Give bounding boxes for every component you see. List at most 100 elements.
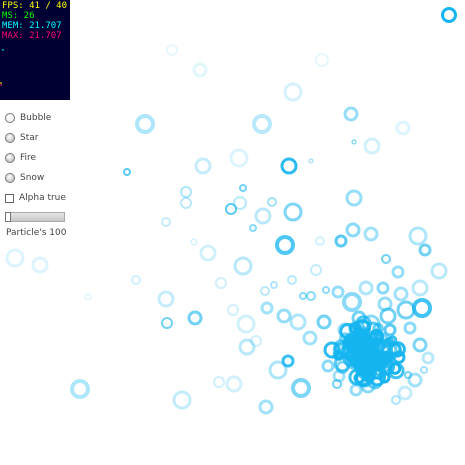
bubble-particle — [421, 351, 435, 365]
bubble-particle — [70, 379, 90, 399]
bubble-particle — [5, 248, 25, 268]
bubble-particle — [166, 44, 178, 56]
bubble-particle — [157, 290, 175, 308]
bubble-particle — [335, 360, 350, 374]
bubble-particle — [411, 279, 429, 297]
bubble-particle — [420, 366, 428, 374]
radio-fire[interactable]: Fire — [5, 148, 85, 168]
bubble-particle — [308, 158, 314, 164]
bubble-particle — [412, 298, 432, 318]
bubble-particle — [377, 355, 391, 369]
bubble-particle — [123, 168, 131, 176]
bubble-particle — [215, 277, 227, 289]
bubble-particle — [252, 114, 272, 134]
bubble-particle — [260, 286, 270, 296]
bubble-particle — [349, 383, 363, 397]
bubble-particle — [404, 371, 412, 379]
bubble-particle — [268, 360, 288, 380]
bubble-particle — [299, 292, 307, 300]
bubble-particle — [387, 362, 405, 380]
stats-graph — [0, 49, 4, 86]
bubble-particle — [172, 390, 192, 410]
bubble-particle — [267, 197, 277, 207]
radio-label: Star — [20, 133, 39, 143]
bubble-particle — [280, 157, 298, 175]
bubble-particle — [408, 226, 428, 246]
bubble-particle — [383, 323, 397, 337]
bubble-particle — [192, 62, 208, 78]
bubble-particle — [190, 238, 198, 246]
bubble-particle — [287, 275, 297, 285]
bubble-particle — [396, 300, 416, 320]
bubble-particle — [289, 313, 307, 331]
bubble-particle — [260, 301, 274, 315]
slider-handle[interactable] — [5, 212, 11, 222]
bubble-particle — [249, 224, 257, 232]
bubble-particle — [358, 280, 374, 296]
bubble-particle — [194, 157, 212, 175]
radio-label: Fire — [20, 153, 37, 163]
bubble-particle — [236, 314, 256, 334]
bubble-particle — [363, 137, 381, 155]
radio-bubble[interactable]: Bubble — [5, 108, 85, 128]
bubble-particle — [366, 372, 384, 390]
checkbox-icon[interactable] — [5, 193, 14, 203]
bubble-particle — [306, 291, 316, 301]
bubble-particle — [199, 244, 217, 262]
bubble-particle — [322, 286, 330, 294]
max-readout: MAX: 21.707 — [2, 31, 62, 41]
radio-button-icon[interactable] — [5, 113, 15, 123]
bubble-particle — [258, 399, 274, 415]
bubble-particle — [310, 264, 322, 276]
alpha-label: Alpha true — [19, 193, 66, 203]
bubble-particle — [343, 106, 359, 122]
particle-count-slider[interactable] — [5, 212, 65, 222]
radio-snow[interactable]: Snow — [5, 168, 85, 188]
bubble-particle — [291, 378, 311, 398]
alpha-checkbox[interactable]: Alpha true — [5, 188, 85, 208]
bubble-particle — [225, 375, 243, 393]
bubble-particle — [334, 234, 348, 248]
bubble-particle — [351, 139, 357, 145]
bubble-particle — [381, 254, 391, 264]
effect-controls: Bubble Star Fire Snow Alpha true Particl… — [5, 108, 85, 238]
radio-label: Bubble — [20, 113, 52, 123]
bubble-particle — [233, 256, 253, 276]
bubble-particle — [321, 359, 335, 373]
bubble-particle — [354, 360, 370, 376]
radio-button-icon[interactable] — [5, 153, 15, 163]
bubble-particle — [345, 222, 361, 238]
bubble-particle — [161, 217, 171, 227]
bubble-particle — [315, 236, 325, 246]
bubble-particle — [391, 395, 401, 405]
bubble-particle — [379, 307, 397, 325]
bubble-particle — [363, 226, 379, 242]
radio-star[interactable]: Star — [5, 128, 85, 148]
bubble-particle — [316, 314, 332, 330]
bubble-particle — [270, 281, 278, 289]
radio-button-icon[interactable] — [5, 133, 15, 143]
bubble-particle — [412, 337, 428, 353]
bubble-particle — [187, 310, 203, 326]
bubble-particle — [180, 197, 192, 209]
bubble-particle — [213, 376, 225, 388]
bubble-particle — [31, 256, 49, 274]
bubble-particle — [397, 385, 413, 401]
bubble-particle — [254, 207, 272, 225]
stats-panel: FPS: 41 / 40 MS: 26 MEM: 21.707 MAX: 21.… — [0, 0, 70, 100]
bubble-particle — [345, 189, 363, 207]
radio-label: Snow — [20, 173, 45, 183]
bubble-particle — [430, 262, 448, 280]
bubble-particle — [275, 235, 295, 255]
bubble-particle — [403, 321, 417, 335]
radio-button-icon[interactable] — [5, 173, 15, 183]
bubble-particle — [227, 304, 239, 316]
bubble-particle — [239, 184, 247, 192]
bubble-particle — [370, 337, 386, 353]
fps-readout: FPS: 41 / 40 — [2, 1, 68, 11]
bubble-particle — [161, 317, 173, 329]
bubble-particle — [315, 53, 329, 67]
bubble-particle — [180, 186, 192, 198]
